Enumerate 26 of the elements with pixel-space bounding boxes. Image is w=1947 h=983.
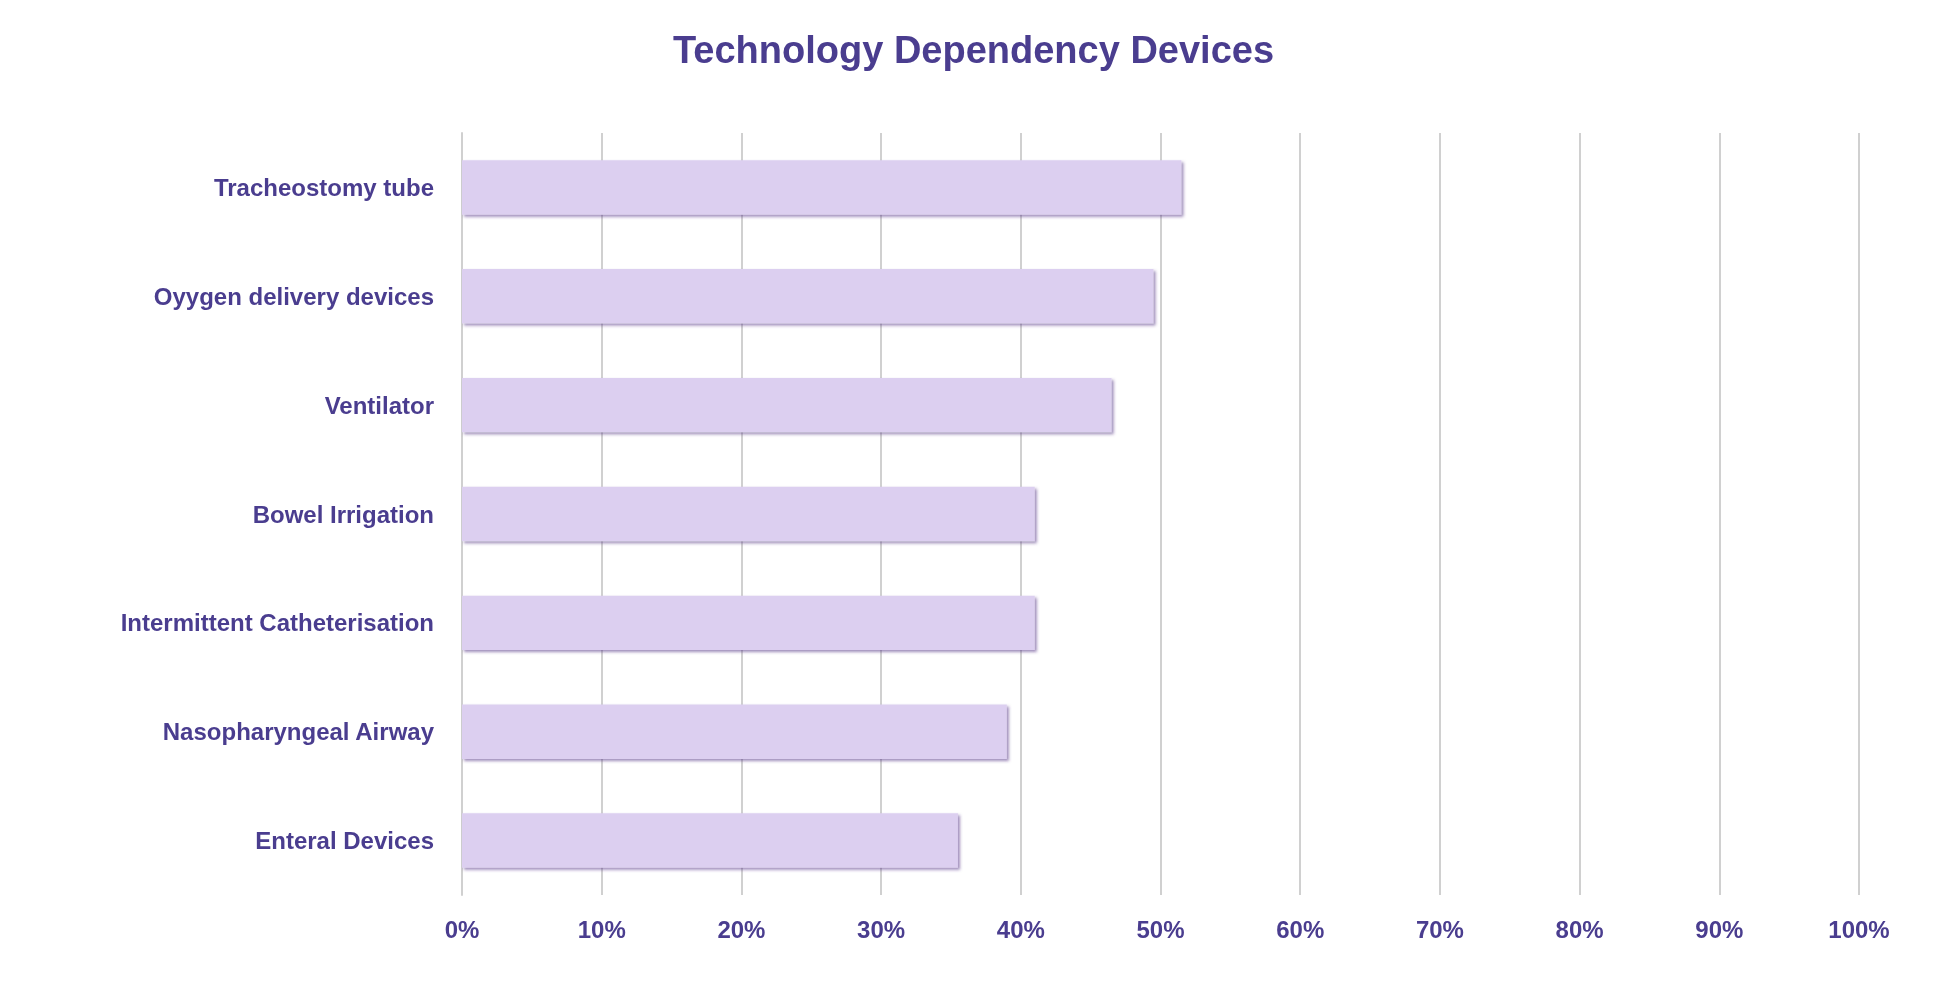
x-tick-label: 10% [577,915,626,943]
y-tick-label: Intermittent Catheterisation [120,609,434,637]
y-tick-label: Ventilator [324,391,434,419]
bar [462,813,958,868]
chart-title: Technology Dependency Devices [672,29,1275,71]
x-tick-label: 50% [1136,915,1185,943]
x-tick-label: 60% [1276,915,1325,943]
x-tick-label: 30% [857,915,906,943]
bar [462,486,1035,542]
bar [462,595,1035,651]
x-tick-label: 80% [1555,915,1604,943]
bar [462,160,1182,215]
x-tick-label: 100% [1828,915,1890,943]
x-tick-label: 0% [444,915,480,943]
y-tick-label: Nasopharyngeal Airway [162,718,435,746]
y-tick-label: Tracheostomy tube [213,173,434,201]
x-tick-label: 40% [996,915,1045,943]
y-tick-label: Bowel Irrigation [252,500,434,528]
bar [462,704,1007,759]
bar [462,269,1154,324]
y-tick-label: Enteral Devices [255,827,434,855]
x-tick-label: 90% [1695,915,1744,943]
bar [462,377,1112,433]
y-tick-label: Oyygen delivery devices [153,282,434,310]
x-tick-label: 20% [717,915,766,943]
x-tick-label: 70% [1415,915,1464,943]
